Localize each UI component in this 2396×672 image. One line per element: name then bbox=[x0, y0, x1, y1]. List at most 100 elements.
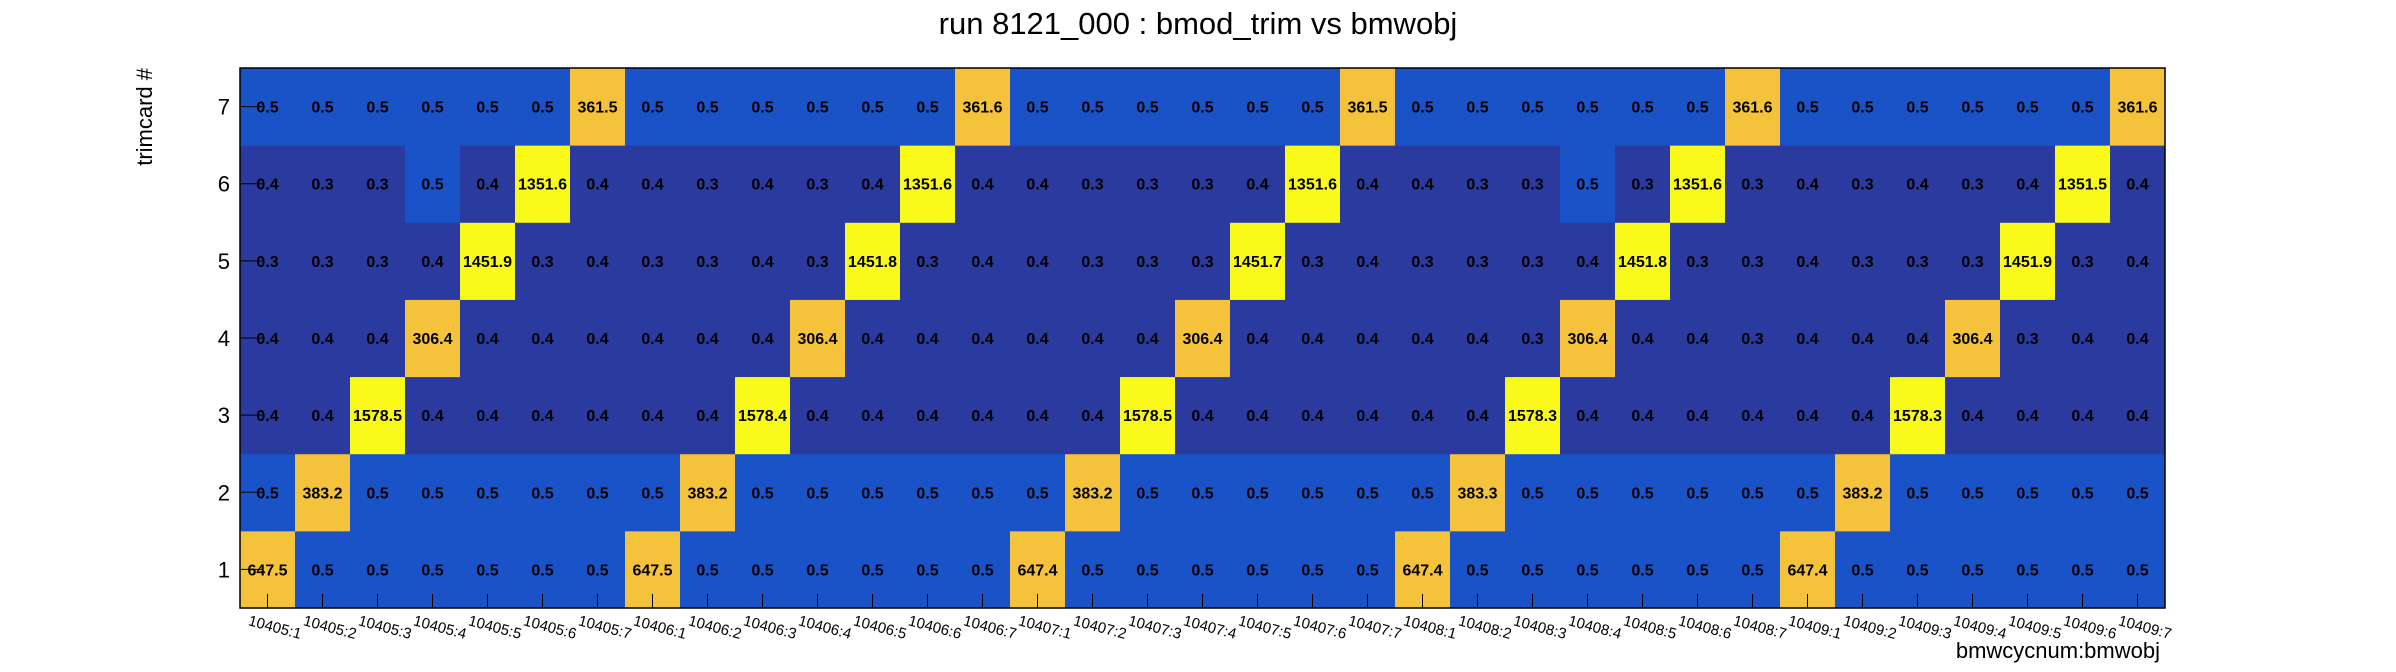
cell-value-label: 0.5 bbox=[1906, 100, 1928, 117]
cell-value-label: 0.4 bbox=[1466, 408, 1488, 425]
cell-value-label: 0.5 bbox=[1246, 562, 1268, 579]
heatmap-cell bbox=[1890, 376, 1946, 455]
heatmap-cell bbox=[1395, 145, 1451, 223]
heatmap-cell bbox=[1285, 145, 1341, 223]
heatmap-cell bbox=[1340, 376, 1396, 455]
cell-value-label: 0.4 bbox=[256, 177, 278, 194]
heatmap-cell bbox=[1835, 222, 1891, 300]
cell-value-label: 0.4 bbox=[2126, 331, 2148, 348]
heatmap-cell bbox=[295, 68, 351, 146]
heatmap-cell bbox=[515, 453, 571, 532]
cell-value-label: 306.4 bbox=[1182, 331, 1222, 348]
cell-value-label: 0.4 bbox=[531, 331, 553, 348]
cell-value-label: 0.5 bbox=[1136, 562, 1158, 579]
cell-value-label: 0.3 bbox=[1466, 177, 1488, 194]
heatmap-cell bbox=[1450, 145, 1506, 223]
cell-value-label: 0.4 bbox=[1576, 408, 1598, 425]
heatmap-cell bbox=[625, 145, 681, 223]
cell-value-label: 0.4 bbox=[1851, 331, 1873, 348]
cell-value-label: 1351.6 bbox=[1288, 177, 1337, 194]
heatmap-cell bbox=[1505, 68, 1561, 146]
x-tick-label: 10407:4 bbox=[1181, 612, 1238, 642]
heatmap-cell bbox=[1450, 453, 1506, 532]
y-tick-label: 2 bbox=[218, 480, 230, 505]
cell-value-label: 0.5 bbox=[1191, 485, 1213, 502]
heatmap-cell bbox=[1340, 299, 1396, 378]
cell-value-label: 0.4 bbox=[861, 408, 883, 425]
heatmap-cell bbox=[1175, 68, 1231, 146]
cell-value-label: 306.4 bbox=[412, 331, 452, 348]
cell-value-label: 361.5 bbox=[1347, 100, 1387, 117]
heatmap-cell bbox=[1945, 68, 2001, 146]
cell-value-label: 0.3 bbox=[2016, 331, 2038, 348]
cell-value-label: 0.5 bbox=[971, 485, 993, 502]
x-tick-label: 10406:5 bbox=[851, 612, 908, 642]
cell-value-label: 0.4 bbox=[1246, 177, 1268, 194]
cell-value-label: 0.5 bbox=[1301, 485, 1323, 502]
cell-value-label: 0.4 bbox=[641, 177, 663, 194]
cell-value-label: 0.5 bbox=[916, 485, 938, 502]
cell-value-label: 0.5 bbox=[1851, 100, 1873, 117]
cell-value-label: 0.5 bbox=[1191, 562, 1213, 579]
y-axis-label: trimcard # bbox=[132, 67, 157, 166]
heatmap-cell bbox=[1010, 68, 1066, 146]
cell-value-label: 0.5 bbox=[531, 100, 553, 117]
cell-value-label: 0.5 bbox=[1741, 562, 1763, 579]
cell-value-label: 0.5 bbox=[1191, 100, 1213, 117]
cell-value-label: 0.5 bbox=[1576, 485, 1598, 502]
cell-value-label: 0.3 bbox=[1466, 254, 1488, 271]
cell-value-label: 0.5 bbox=[1906, 485, 1928, 502]
cell-value-label: 0.4 bbox=[1356, 331, 1378, 348]
cell-value-label: 0.4 bbox=[1026, 331, 1048, 348]
cell-value-label: 647.4 bbox=[1402, 562, 1442, 579]
cell-value-label: 0.3 bbox=[1301, 254, 1323, 271]
heatmap-cell bbox=[1835, 299, 1891, 378]
cell-value-label: 0.4 bbox=[1631, 331, 1653, 348]
cell-value-label: 1578.4 bbox=[738, 408, 787, 425]
cell-value-label: 0.4 bbox=[586, 177, 608, 194]
cell-value-label: 0.3 bbox=[1851, 254, 1873, 271]
x-tick-label: 10406:3 bbox=[741, 612, 798, 642]
heatmap-cell bbox=[900, 376, 956, 455]
cell-value-label: 0.3 bbox=[1961, 254, 1983, 271]
cell-value-label: 361.6 bbox=[1732, 100, 1772, 117]
cell-value-label: 0.4 bbox=[751, 177, 773, 194]
heatmap-cell bbox=[1340, 68, 1396, 146]
heatmap-cell bbox=[735, 68, 791, 146]
cell-value-label: 0.5 bbox=[1576, 562, 1598, 579]
cell-value-label: 361.6 bbox=[962, 100, 1002, 117]
cell-value-label: 0.4 bbox=[1411, 177, 1433, 194]
heatmap-cell bbox=[460, 299, 516, 378]
x-tick-label: 10406:2 bbox=[686, 612, 743, 642]
cell-value-label: 0.5 bbox=[1631, 485, 1653, 502]
cell-value-label: 0.3 bbox=[1521, 331, 1543, 348]
cell-value-label: 383.2 bbox=[1072, 485, 1112, 502]
cell-value-label: 0.3 bbox=[1191, 177, 1213, 194]
cell-value-label: 0.5 bbox=[916, 562, 938, 579]
x-tick-label: 10407:5 bbox=[1236, 612, 1293, 642]
heatmap-cell bbox=[1615, 145, 1671, 223]
cell-value-label: 0.3 bbox=[806, 177, 828, 194]
x-tick-label: 10408:4 bbox=[1566, 612, 1623, 642]
heatmap-cell bbox=[1230, 453, 1286, 532]
cell-value-label: 0.5 bbox=[421, 177, 443, 194]
heatmap-cell bbox=[570, 68, 626, 146]
heatmap-cell bbox=[2000, 68, 2056, 146]
cell-value-label: 0.3 bbox=[531, 254, 553, 271]
cell-value-label: 0.4 bbox=[1026, 177, 1048, 194]
cell-value-label: 0.3 bbox=[696, 177, 718, 194]
heatmap-cell bbox=[955, 453, 1011, 532]
cell-value-label: 0.4 bbox=[2016, 177, 2038, 194]
cell-value-label: 0.5 bbox=[1081, 562, 1103, 579]
heatmap-cell bbox=[680, 145, 736, 223]
cell-value-label: 0.5 bbox=[2016, 562, 2038, 579]
cell-value-label: 0.3 bbox=[1741, 177, 1763, 194]
cell-value-label: 306.4 bbox=[1567, 331, 1607, 348]
x-tick-label: 10407:1 bbox=[1016, 612, 1073, 642]
heatmap-cell bbox=[1450, 299, 1506, 378]
x-tick-label: 10406:6 bbox=[906, 612, 963, 642]
heatmap-cell bbox=[405, 222, 461, 300]
cell-value-label: 0.5 bbox=[421, 562, 443, 579]
x-tick-label: 10408:1 bbox=[1401, 612, 1458, 642]
heatmap-cell bbox=[900, 222, 956, 300]
